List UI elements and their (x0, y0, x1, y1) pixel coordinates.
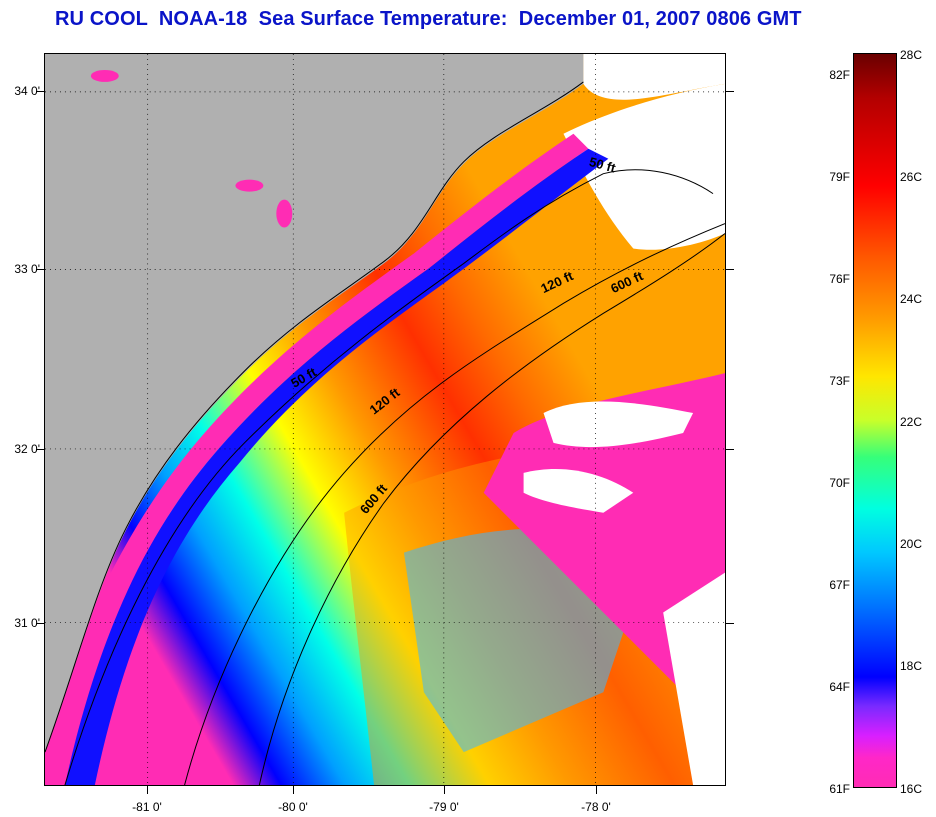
lon-tick (293, 786, 294, 794)
lon-tick (596, 786, 597, 794)
colorbar-f-label: 61F (829, 782, 850, 796)
map-grid (45, 54, 725, 785)
lon-tick (444, 786, 445, 794)
colorbar-f-label: 73F (829, 374, 850, 388)
cloud-patch (543, 401, 694, 448)
sst-map: 50 ft 120 ft 600 ft 50 ft 120 ft 600 ft (44, 53, 726, 786)
inland-lake (235, 179, 264, 192)
lon-label: -81 0' (132, 800, 162, 814)
coastline (45, 81, 584, 753)
colorbar-f-label: 76F (829, 272, 850, 286)
colorbar-f-label: 64F (829, 680, 850, 694)
temperature-colorbar (853, 53, 897, 788)
lon-label: -78 0' (581, 800, 611, 814)
colorbar-f-label: 82F (829, 68, 850, 82)
inland-lake (90, 69, 119, 82)
lat-tick (36, 449, 44, 450)
lon-label: -80 0' (278, 800, 308, 814)
no-data-corner (663, 572, 725, 785)
cloud-patch (563, 83, 725, 250)
colorbar-c-label: 28C (900, 48, 923, 62)
contour-120ft (184, 223, 725, 785)
lat-tick (36, 269, 44, 270)
inland-lake (276, 199, 293, 228)
colorbar-c-label: 20C (900, 537, 923, 551)
colorbar-c-label: 18C (900, 659, 923, 673)
contour-50ft (64, 169, 714, 785)
cloud-patch (523, 468, 634, 513)
colorbar-c-label: 22C (900, 415, 923, 429)
colorbar-c-label: 24C (900, 292, 923, 306)
lat-label: 34 0' (14, 84, 40, 98)
lat-label: 32 0' (14, 442, 40, 456)
contour-600ft (258, 233, 725, 785)
lat-tick (36, 623, 44, 624)
lat-label: 33 0' (14, 262, 40, 276)
lon-label: -79 0' (429, 800, 459, 814)
colorbar-f-label: 67F (829, 578, 850, 592)
colorbar-c-label: 26C (900, 170, 923, 184)
lon-tick (147, 786, 148, 794)
contour-label: 50 ft (588, 154, 618, 176)
lat-tick (726, 449, 734, 450)
sst-map-image: 50 ft 120 ft 600 ft 50 ft 120 ft 600 ft (45, 54, 725, 785)
page-title: RU COOL NOAA-18 Sea Surface Temperature:… (55, 8, 802, 30)
lat-tick (36, 91, 44, 92)
lat-tick (726, 91, 734, 92)
colorbar-f-label: 79F (829, 170, 850, 184)
land (45, 54, 584, 753)
land-no-data (583, 54, 725, 100)
lat-label: 31 0' (14, 616, 40, 630)
lat-tick (726, 269, 734, 270)
lat-tick (726, 623, 734, 624)
colorbar-f-label: 70F (829, 476, 850, 490)
colorbar-c-label: 16C (900, 782, 923, 796)
